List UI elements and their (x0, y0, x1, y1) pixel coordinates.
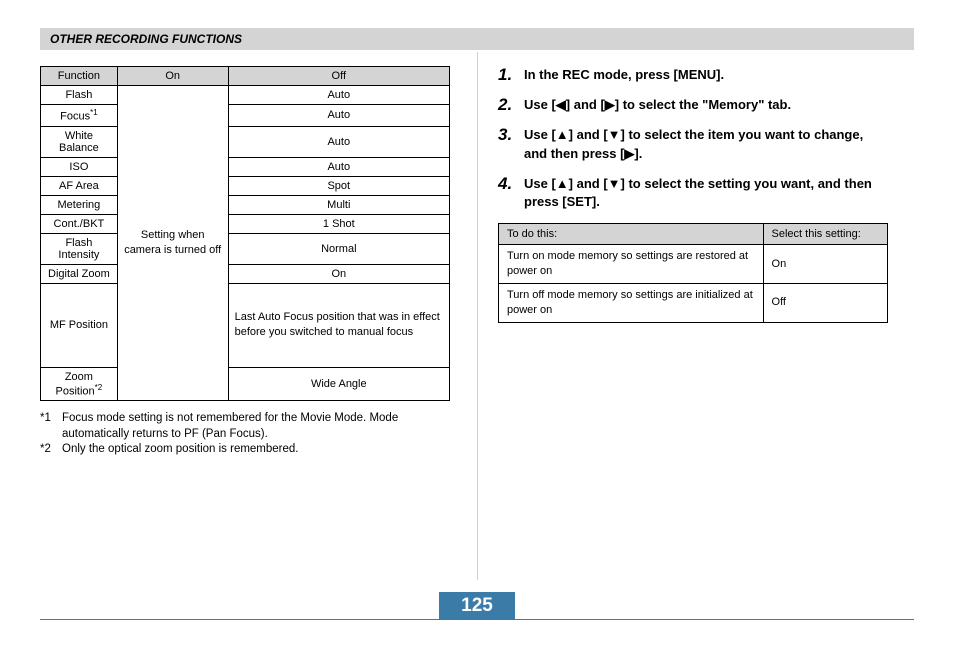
fn-cell: White Balance (41, 126, 118, 157)
off-cell: 1 Shot (228, 214, 449, 233)
on-merged-cell: Setting when camera is turned off (117, 86, 228, 401)
settings-table: To do this: Select this setting: Turn on… (498, 223, 888, 322)
right-column: In the REC mode, press [MENU]. Use [◀] a… (498, 66, 888, 458)
footnote: *2 Only the optical zoom position is rem… (40, 442, 450, 458)
table-row: Flash Intensity Normal (41, 233, 450, 264)
fn-cell: Digital Zoom (41, 264, 118, 283)
select-cell: Off (763, 283, 887, 322)
fn-cell: Zoom Position*2 (41, 367, 118, 401)
table-row: Focus*1 Auto (41, 105, 450, 127)
off-cell: Last Auto Focus position that was in eff… (228, 283, 449, 367)
off-cell: Auto (228, 105, 449, 127)
off-cell: Auto (228, 126, 449, 157)
off-cell: Auto (228, 157, 449, 176)
page-number: 125 (439, 592, 515, 620)
fn-cell: AF Area (41, 176, 118, 195)
footnote-mark: *2 (40, 442, 62, 458)
col-todo: To do this: (499, 224, 764, 245)
off-cell: Spot (228, 176, 449, 195)
step: Use [▲] and [▼] to select the item you w… (498, 126, 888, 162)
table-row: Digital Zoom On (41, 264, 450, 283)
fn-cell: ISO (41, 157, 118, 176)
footer-rule-left (40, 619, 439, 620)
fn-cell: Cont./BKT (41, 214, 118, 233)
page-footer: 125 (40, 592, 914, 620)
footer-rule-right (515, 619, 914, 620)
off-cell: Auto (228, 86, 449, 105)
column-divider (477, 52, 478, 580)
table-row: AF Area Spot (41, 176, 450, 195)
table-row: Flash Setting when camera is turned off … (41, 86, 450, 105)
col-on: On (117, 67, 228, 86)
footnote: *1 Focus mode setting is not remembered … (40, 411, 450, 442)
fn-cell: Flash Intensity (41, 233, 118, 264)
col-function: Function (41, 67, 118, 86)
table-row: MF Position Last Auto Focus position that… (41, 283, 450, 367)
off-cell: On (228, 264, 449, 283)
footnotes: *1 Focus mode setting is not remembered … (40, 411, 450, 458)
section-header: OTHER RECORDING FUNCTIONS (40, 28, 914, 50)
table-row: White Balance Auto (41, 126, 450, 157)
table-row: Metering Multi (41, 195, 450, 214)
footer-divider: 125 (40, 592, 914, 620)
col-select: Select this setting: (763, 224, 887, 245)
left-column: Function On Off Flash Setting when camer… (40, 66, 450, 458)
table-row: ISO Auto (41, 157, 450, 176)
step: Use [▲] and [▼] to select the setting yo… (498, 175, 888, 211)
fn-cell: MF Position (41, 283, 118, 367)
fn-cell: Metering (41, 195, 118, 214)
section-title: OTHER RECORDING FUNCTIONS (50, 32, 242, 46)
instruction-steps: In the REC mode, press [MENU]. Use [◀] a… (498, 66, 888, 211)
table-row: Turn on mode memory so settings are rest… (499, 245, 888, 284)
footnote-mark: *1 (40, 411, 62, 442)
todo-cell: Turn off mode memory so settings are ini… (499, 283, 764, 322)
step: Use [◀] and [▶] to select the "Memory" t… (498, 96, 888, 114)
table-header-row: To do this: Select this setting: (499, 224, 888, 245)
off-cell: Multi (228, 195, 449, 214)
off-cell: Wide Angle (228, 367, 449, 401)
col-off: Off (228, 67, 449, 86)
footnote-text: Focus mode setting is not remembered for… (62, 411, 450, 442)
table-row: Turn off mode memory so settings are ini… (499, 283, 888, 322)
select-cell: On (763, 245, 887, 284)
step: In the REC mode, press [MENU]. (498, 66, 888, 84)
functions-table: Function On Off Flash Setting when camer… (40, 66, 450, 401)
table-row: Zoom Position*2 Wide Angle (41, 367, 450, 401)
table-header-row: Function On Off (41, 67, 450, 86)
fn-cell: Flash (41, 86, 118, 105)
table-row: Cont./BKT 1 Shot (41, 214, 450, 233)
fn-cell: Focus*1 (41, 105, 118, 127)
footnote-text: Only the optical zoom position is rememb… (62, 442, 299, 458)
off-cell: Normal (228, 233, 449, 264)
todo-cell: Turn on mode memory so settings are rest… (499, 245, 764, 284)
